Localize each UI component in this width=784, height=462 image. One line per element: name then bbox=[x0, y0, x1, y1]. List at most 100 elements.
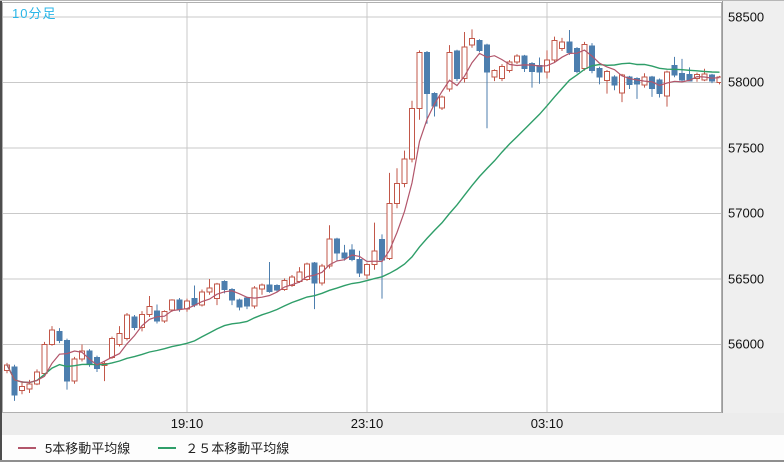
candle bbox=[581, 41, 588, 71]
candle-body bbox=[334, 238, 340, 254]
candle-body bbox=[131, 316, 138, 328]
candle bbox=[424, 51, 430, 124]
candle-body bbox=[41, 343, 48, 374]
candle bbox=[401, 150, 408, 188]
candle bbox=[371, 222, 378, 270]
time-tick-label: 03:10 bbox=[530, 416, 564, 431]
candle bbox=[199, 289, 205, 307]
candle-body bbox=[289, 276, 295, 287]
candle-body bbox=[154, 310, 160, 322]
candle-body bbox=[146, 305, 153, 315]
candle-body bbox=[454, 50, 460, 80]
candle bbox=[334, 237, 340, 261]
candle bbox=[664, 70, 670, 107]
candle-body bbox=[124, 314, 130, 340]
candlestick-plot-area[interactable] bbox=[2, 2, 722, 413]
candle bbox=[34, 369, 40, 386]
candle-body bbox=[626, 76, 633, 85]
candle bbox=[4, 362, 10, 374]
candle-body bbox=[679, 73, 685, 81]
chart-interval-title: 10分足 bbox=[12, 6, 57, 21]
candle-body bbox=[236, 299, 243, 308]
ma25-line bbox=[6, 62, 720, 384]
candle bbox=[439, 95, 445, 110]
candle-body bbox=[274, 285, 280, 291]
candle bbox=[49, 326, 55, 346]
legend-item-ma5: 5本移動平均線 bbox=[18, 438, 130, 457]
candle bbox=[679, 58, 685, 83]
candle bbox=[454, 49, 460, 82]
price-axis: 58500 58000 57500 57000 56500 56000 bbox=[722, 1, 784, 435]
price-tick-label: 57000 bbox=[728, 205, 765, 221]
candle bbox=[124, 313, 130, 341]
candle bbox=[656, 78, 663, 98]
candle-body bbox=[446, 51, 453, 90]
candle-body bbox=[634, 78, 640, 85]
candle-body bbox=[56, 330, 63, 342]
candle-body bbox=[109, 338, 115, 359]
candle bbox=[11, 364, 18, 401]
legend-line-swatch bbox=[158, 446, 177, 449]
candle-body bbox=[559, 41, 565, 49]
candle-body bbox=[64, 340, 70, 382]
candle-body bbox=[34, 371, 40, 385]
candle bbox=[574, 47, 580, 74]
candle-body bbox=[424, 51, 430, 95]
candle bbox=[311, 261, 318, 310]
candle bbox=[469, 29, 475, 48]
candle-body bbox=[221, 281, 228, 290]
candlestick-svg bbox=[2, 2, 722, 413]
candle bbox=[154, 304, 160, 324]
candle-body bbox=[206, 287, 213, 293]
candle-body bbox=[409, 108, 415, 160]
candle bbox=[56, 328, 63, 344]
candle-body bbox=[251, 287, 258, 307]
candle-body bbox=[596, 68, 603, 78]
time-tick-label: 19:10 bbox=[170, 416, 204, 431]
candle bbox=[529, 62, 535, 88]
ma5-line bbox=[6, 49, 720, 384]
candle bbox=[716, 75, 722, 85]
candle bbox=[671, 56, 678, 78]
candle bbox=[146, 296, 153, 317]
candle bbox=[409, 100, 415, 163]
candle-body bbox=[311, 262, 318, 284]
candle bbox=[506, 60, 513, 73]
legend-label: 5本移動平均線 bbox=[45, 441, 131, 456]
candle-body bbox=[686, 74, 693, 82]
candle bbox=[206, 278, 213, 295]
candle-body bbox=[529, 62, 535, 72]
candle bbox=[349, 244, 355, 262]
candle-body bbox=[319, 265, 325, 284]
candle-body bbox=[386, 203, 393, 260]
candle-body bbox=[506, 61, 513, 72]
candle-body bbox=[484, 44, 490, 73]
candle-body bbox=[266, 284, 273, 292]
candle-body bbox=[26, 383, 33, 390]
candle bbox=[611, 75, 618, 91]
candle-body bbox=[619, 74, 625, 94]
candle bbox=[304, 262, 310, 281]
candle-body bbox=[326, 238, 333, 267]
candle-body bbox=[671, 64, 678, 76]
candle-body bbox=[356, 258, 363, 274]
candle bbox=[701, 68, 708, 82]
candle-body bbox=[499, 66, 505, 80]
candle-body bbox=[416, 51, 423, 110]
candle bbox=[649, 75, 655, 97]
candle-body bbox=[176, 299, 183, 310]
candle-body bbox=[4, 364, 10, 372]
candle bbox=[364, 263, 370, 279]
candle-body bbox=[371, 250, 378, 266]
candle-body bbox=[244, 297, 250, 307]
candle bbox=[536, 57, 543, 84]
widget-bottom-border bbox=[0, 460, 784, 462]
legend: 5本移動平均線 ２５本移動平均線 bbox=[0, 435, 784, 460]
candle-body bbox=[71, 358, 78, 382]
candle-body bbox=[656, 79, 663, 95]
candle bbox=[566, 30, 573, 55]
candle bbox=[491, 69, 498, 82]
plot-border bbox=[2, 2, 722, 413]
candle-body bbox=[199, 291, 205, 306]
